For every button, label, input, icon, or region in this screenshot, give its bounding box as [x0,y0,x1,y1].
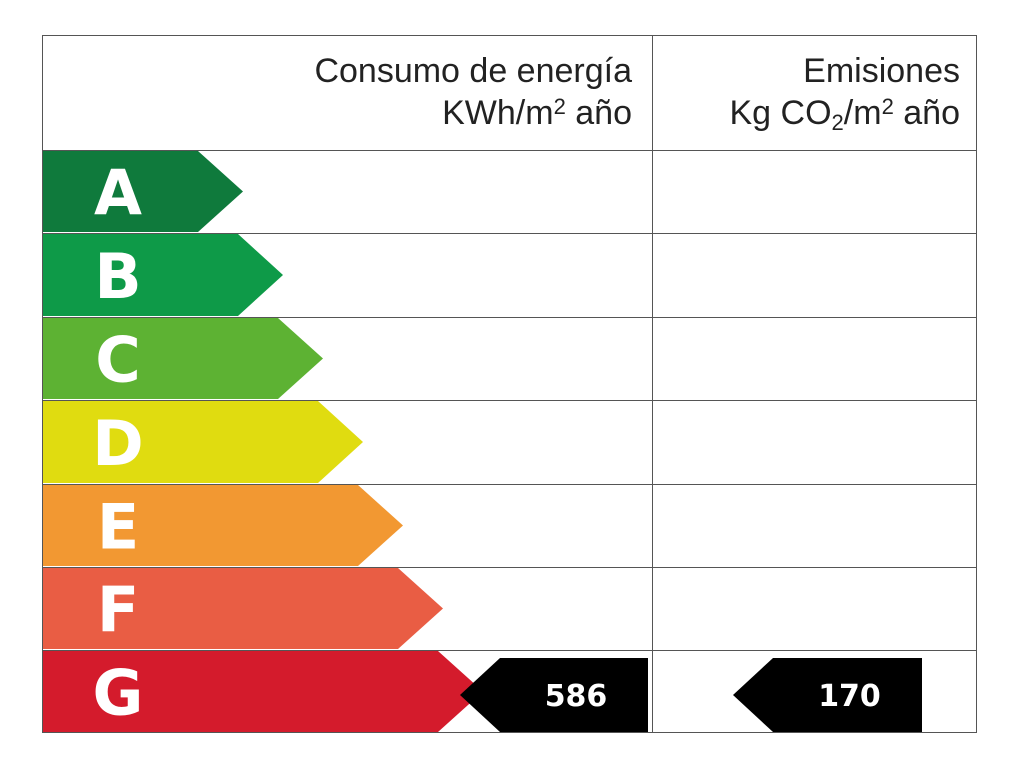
rating-arrow-f [43,568,443,649]
row-divider [42,317,977,318]
energy-header-unit: KWh/m2 año [60,92,632,138]
emissions-header: Emisiones Kg CO2/m2 año [660,50,960,138]
row-divider [42,650,977,651]
energy-consumption-header: Consumo de energía KWh/m2 año [60,50,632,138]
row-divider [42,484,977,485]
emissions-value: 170 [818,679,881,714]
rating-arrow-g [43,651,483,732]
rating-letter-g: G [93,657,144,730]
rating-letter-a: A [94,157,142,230]
emissions-unit-area: /m [843,94,882,132]
energy-unit-exponent: 2 [553,94,566,119]
emissions-unit-base: Kg CO [729,94,832,132]
energy-value: 586 [545,679,608,714]
emissions-header-title: Emisiones [803,52,960,90]
rating-letter-d: D [92,407,143,480]
row-divider [42,233,977,234]
row-divider [42,400,977,401]
emissions-header-unit: Kg CO2/m2 año [660,92,960,138]
rating-letter-f: F [97,574,139,647]
rating-arrow-b [43,234,283,316]
rating-letter-c: C [95,324,141,397]
rating-arrow-c [43,318,323,399]
row-divider [42,567,977,568]
energy-header-title: Consumo de energía [314,52,632,90]
rating-arrow-a [43,151,243,232]
rating-arrow-e [43,485,403,566]
energy-label-table [42,35,977,733]
energy-indicator [460,658,648,732]
emissions-unit-period: año [893,94,960,132]
column-divider [652,35,653,733]
emissions-unit-exponent: 2 [881,94,894,119]
rating-letter-b: B [94,240,141,313]
rating-letter-e: E [97,491,139,564]
emissions-unit-subscript: 2 [831,110,844,135]
energy-unit-base: KWh/m [442,94,554,132]
energy-unit-period: año [565,94,632,132]
row-divider [42,150,977,151]
emissions-indicator [733,658,922,732]
rating-arrow-d [43,401,363,483]
